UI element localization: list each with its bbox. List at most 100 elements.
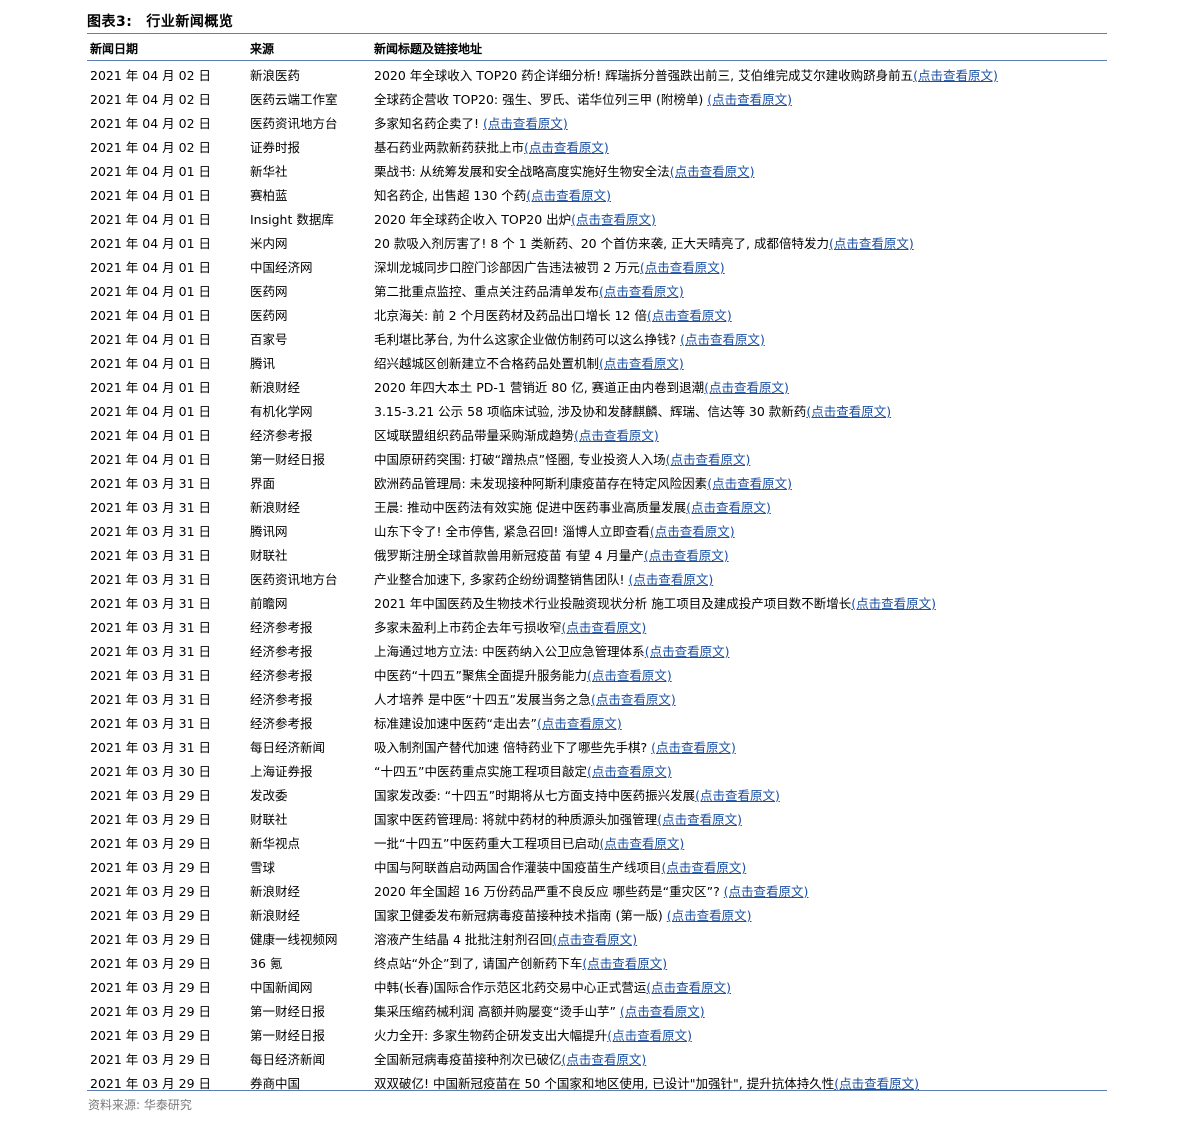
view-original-link[interactable]: (点击查看原文) [561,1052,647,1067]
table-row: 2021 年 04 月 01 日 Insight 数据库 2020 年全球药企收入 … [0,204,1191,228]
news-date: 2021 年 04 月 01 日 [90,452,211,467]
news-title-cell: 国家中医药管理局: 将就中药材的种质源头加强管理(点击查看原文) [374,809,742,828]
table-row: 2021 年 03 月 31 日 经济参考报 中医药“十四五”聚焦全面提升服务能力(… [0,660,1191,684]
news-title: “十四五”中医药重点实施工程项目敲定 [374,764,587,779]
view-original-link[interactable]: (点击查看原文) [586,668,672,683]
view-original-link[interactable]: (点击查看原文) [639,260,725,275]
table-row: 2021 年 03 月 29 日 新华视点 一批“十四五”中医药重大工程项目已启动(… [0,828,1191,852]
view-original-link[interactable]: (点击查看原文) [586,764,672,779]
table-row: 2021 年 04 月 01 日 有机化学网 3.15-3.21 公示 58 项临床… [0,396,1191,420]
view-original-link[interactable]: (点击查看原文) [536,716,622,731]
table-row: 2021 年 04 月 01 日 中国经济网 深圳龙城同步口腔门诊部因广告违法被罚 … [0,252,1191,276]
news-title: 2021 年中国医药及生物技术行业投融资现状分析 施工项目及建成投产项目数不断增… [374,596,852,611]
table-row: 2021 年 03 月 29 日 健康一线视频网 溶液产生结晶 4 批批注射剂召回(… [0,924,1191,948]
news-title-cell: 俄罗斯注册全球首款兽用新冠疫苗 有望 4 月量产(点击查看原文) [374,545,729,564]
table-row: 2021 年 03 月 29 日 财联社 国家中医药管理局: 将就中药材的种质源头加… [0,804,1191,828]
view-original-link[interactable]: (点击查看原文) [483,116,568,131]
view-original-link[interactable]: (点击查看原文) [599,284,684,299]
header-date: 新闻日期 [90,42,139,56]
view-original-link[interactable]: (点击查看原文) [574,428,659,443]
view-original-link[interactable]: (点击查看原文) [552,932,638,947]
news-title: 2020 年全球药企收入 TOP20 出炉 [374,212,572,227]
news-date: 2021 年 04 月 01 日 [90,356,211,371]
table-row: 2021 年 03 月 31 日 界面 欧洲药品管理局: 未发现接种阿斯利康疫苗存在… [0,468,1191,492]
view-original-link[interactable]: (点击查看原文) [526,188,612,203]
news-source: 36 氪 [250,956,283,971]
view-original-link[interactable]: (点击查看原文) [607,1028,692,1043]
news-table: 2021 年 04 月 02 日 新浪医药 2020 年全球收入 TOP20 药企详… [0,60,1191,1092]
source-note: 资料来源: 华泰研究 [88,1098,192,1112]
news-title-cell: 中韩(长春)国际合作示范区北药交易中心正式营运(点击查看原文) [374,977,731,996]
view-original-link[interactable]: (点击查看原文) [707,92,793,107]
news-title: 中国与阿联酋启动两国合作灌装中国疫苗生产线项目 [374,860,662,875]
view-original-link[interactable]: (点击查看原文) [599,836,685,851]
news-title-cell: 产业整合加速下, 多家药企纷纷调整销售团队! (点击查看原文) [374,569,713,588]
view-original-link[interactable]: (点击查看原文) [806,404,892,419]
news-source: Insight 数据库 [250,212,334,227]
news-date: 2021 年 04 月 01 日 [90,212,211,227]
news-title-cell: 中国与阿联酋启动两国合作灌装中国疫苗生产线项目(点击查看原文) [374,857,746,876]
news-source: 经济参考报 [250,692,313,707]
news-title-cell: 深圳龙城同步口腔门诊部因广告违法被罚 2 万元(点击查看原文) [374,257,725,276]
view-original-link[interactable]: (点击查看原文) [704,380,789,395]
news-title-cell: 国家卫健委发布新冠病毒疫苗接种技术指南 (第一版) (点击查看原文) [374,905,751,924]
view-original-link[interactable]: (点击查看原文) [628,572,714,587]
news-source: 上海证券报 [250,764,313,779]
view-original-link[interactable]: (点击查看原文) [723,884,809,899]
view-original-link[interactable]: (点击查看原文) [686,500,771,515]
view-original-link[interactable]: (点击查看原文) [644,644,730,659]
news-date: 2021 年 03 月 29 日 [90,1076,211,1091]
view-original-link[interactable]: (点击查看原文) [524,140,609,155]
view-original-link[interactable]: (点击查看原文) [695,788,780,803]
view-original-link[interactable]: (点击查看原文) [582,956,668,971]
news-source: 经济参考报 [250,428,313,443]
table-row: 2021 年 03 月 31 日 经济参考报 标准建设加速中医药“走出去”(点击查看… [0,708,1191,732]
news-title: 人才培养 是中医“十四五”发展当务之急 [374,692,591,707]
news-title: 国家发改委: “十四五”时期将从七方面支持中医药振兴发展 [374,788,696,803]
news-date: 2021 年 03 月 29 日 [90,812,211,827]
news-date: 2021 年 04 月 02 日 [90,68,211,83]
news-date: 2021 年 03 月 29 日 [90,860,211,875]
news-title: 绍兴越城区创新建立不合格药品处置机制 [374,356,600,371]
view-original-link[interactable]: (点击查看原文) [646,980,732,995]
view-original-link[interactable]: (点击查看原文) [599,356,684,371]
table-row: 2021 年 03 月 29 日 雪球 中国与阿联酋启动两国合作灌装中国疫苗生产线项… [0,852,1191,876]
news-source: 米内网 [250,236,288,251]
news-title: 2020 年全球收入 TOP20 药企详细分析! 辉瑞拆分普强跌出前三, 艾伯维… [374,68,914,83]
bottom-rule [87,1090,1107,1091]
view-original-link[interactable]: (点击查看原文) [657,812,742,827]
table-row: 2021 年 03 月 29 日 第一财经日报 火力全开: 多家生物药企研发支出大幅… [0,1020,1191,1044]
view-original-link[interactable]: (点击查看原文) [571,212,656,227]
view-original-link[interactable]: (点击查看原文) [851,596,937,611]
view-original-link[interactable]: (点击查看原文) [590,692,676,707]
view-original-link[interactable]: (点击查看原文) [649,524,735,539]
news-title: 2020 年四大本土 PD-1 营销近 80 亿, 赛道正由内卷到退潮 [374,380,705,395]
view-original-link[interactable]: (点击查看原文) [646,308,732,323]
news-title-cell: 中医药“十四五”聚焦全面提升服务能力(点击查看原文) [374,665,672,684]
news-title: 中医药“十四五”聚焦全面提升服务能力 [374,668,587,683]
news-title-cell: 欧洲药品管理局: 未发现接种阿斯利康疫苗存在特定风险因素(点击查看原文) [374,473,792,492]
view-original-link[interactable]: (点击查看原文) [665,452,751,467]
view-original-link[interactable]: (点击查看原文) [661,860,747,875]
news-title-cell: 知名药企, 出售超 130 个药(点击查看原文) [374,185,611,204]
news-date: 2021 年 03 月 29 日 [90,980,211,995]
view-original-link[interactable]: (点击查看原文) [707,476,792,491]
view-original-link[interactable]: (点击查看原文) [669,164,755,179]
view-original-link[interactable]: (点击查看原文) [666,908,752,923]
view-original-link[interactable]: (点击查看原文) [651,740,736,755]
news-date: 2021 年 03 月 31 日 [90,740,211,755]
view-original-link[interactable]: (点击查看原文) [619,1004,705,1019]
news-title: 第二批重点监控、重点关注药品清单发布 [374,284,600,299]
view-original-link[interactable]: (点击查看原文) [828,236,914,251]
view-original-link[interactable]: (点击查看原文) [680,332,765,347]
view-original-link[interactable]: (点击查看原文) [834,1076,919,1091]
view-original-link[interactable]: (点击查看原文) [561,620,647,635]
news-date: 2021 年 03 月 31 日 [90,524,211,539]
view-original-link[interactable]: (点击查看原文) [913,68,998,83]
view-original-link[interactable]: (点击查看原文) [643,548,729,563]
news-source: 雪球 [250,860,276,875]
news-source: 证券时报 [250,140,301,155]
news-date: 2021 年 03 月 31 日 [90,500,211,515]
news-source: 每日经济新闻 [250,740,326,755]
news-date: 2021 年 04 月 01 日 [90,188,211,203]
